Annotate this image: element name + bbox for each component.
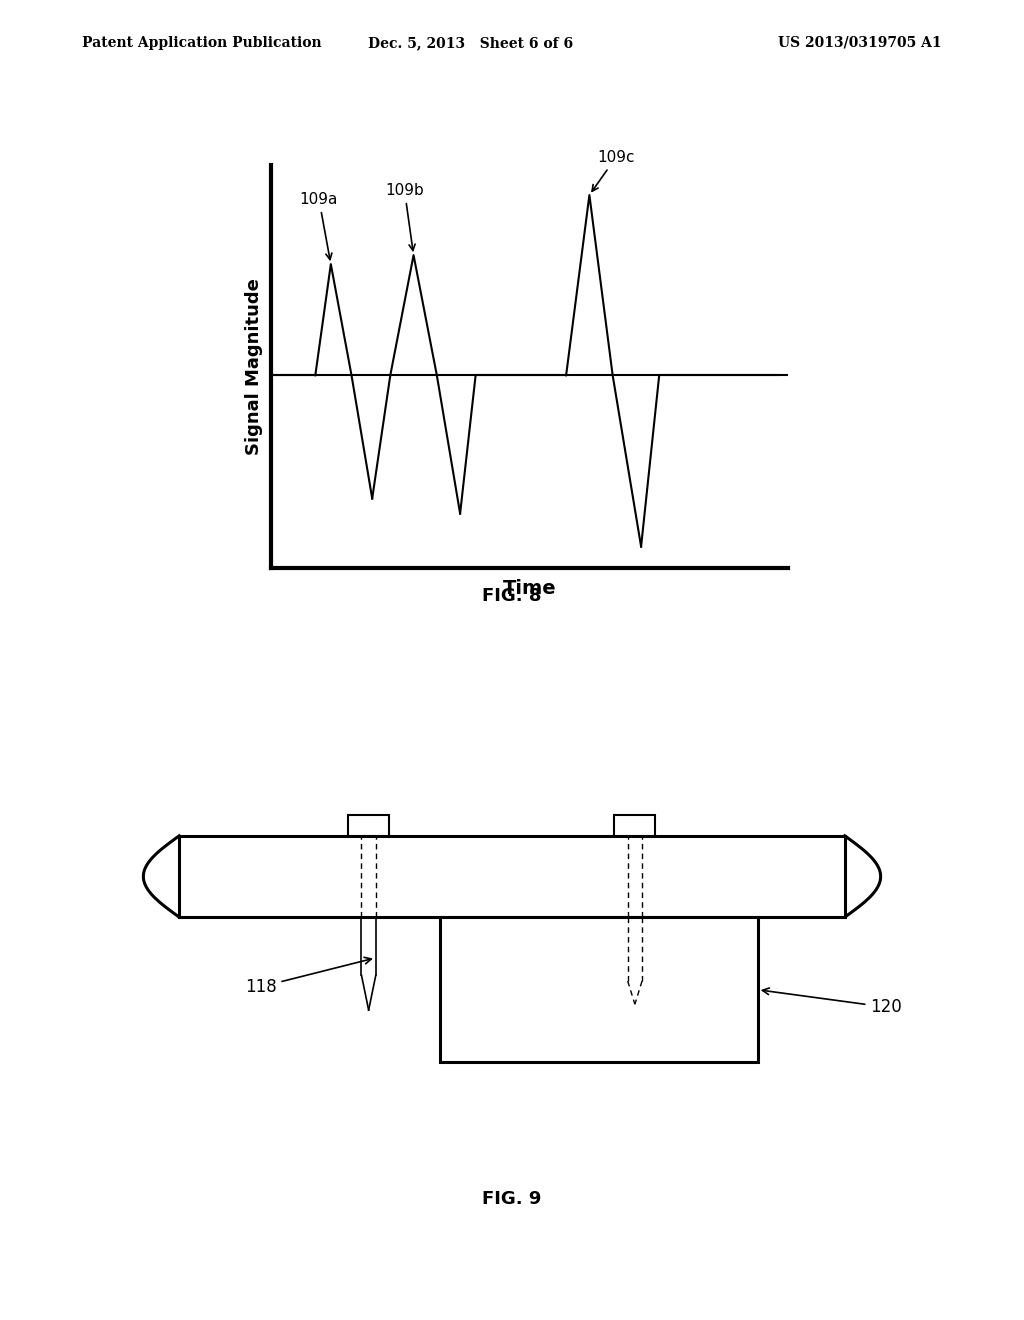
Text: 109c: 109c xyxy=(592,150,635,191)
Bar xyxy=(179,836,845,917)
Text: Patent Application Publication: Patent Application Publication xyxy=(82,36,322,50)
Text: 120: 120 xyxy=(762,987,902,1016)
Bar xyxy=(614,816,655,836)
Text: FIG. 8: FIG. 8 xyxy=(482,587,542,606)
Text: FIG. 9: FIG. 9 xyxy=(482,1189,542,1208)
X-axis label: Time: Time xyxy=(503,578,557,598)
Text: 109a: 109a xyxy=(300,193,338,260)
Text: 109b: 109b xyxy=(385,183,424,251)
Text: 118: 118 xyxy=(245,957,372,995)
Text: US 2013/0319705 A1: US 2013/0319705 A1 xyxy=(778,36,942,50)
Text: Dec. 5, 2013   Sheet 6 of 6: Dec. 5, 2013 Sheet 6 of 6 xyxy=(369,36,573,50)
Bar xyxy=(348,816,389,836)
Bar xyxy=(440,917,758,1063)
Y-axis label: Signal Magnitude: Signal Magnitude xyxy=(245,279,263,454)
